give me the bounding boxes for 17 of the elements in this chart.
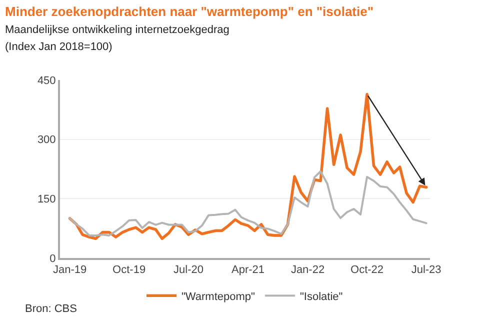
x-tick-label: Apr-21 — [232, 264, 265, 276]
y-tick-label: 300 — [37, 134, 56, 146]
chart-title: Minder zoekenopdrachten naar "warmtepomp" en "isolatie" — [5, 4, 374, 20]
text: Bron: CBS — [25, 303, 77, 315]
x-tick-label: Oct-22 — [350, 264, 384, 276]
y-tick-label: 0 — [50, 252, 56, 265]
x-tick-label: Oct-19 — [112, 264, 146, 276]
y-tick-label: 150 — [37, 194, 56, 206]
legend-label: "Isolatie" — [300, 290, 343, 303]
x-tick-label: Jul-23 — [411, 264, 442, 276]
line-series — [68, 170, 428, 236]
y-tick-label: 450 — [37, 74, 56, 87]
legend-label: "Warmtepomp" — [182, 290, 256, 303]
chart-subtitle: Maandelijkse ontwikkeling internetzoekgedrag (Index Jan 2018=100) — [5, 24, 230, 53]
x-tick-label: Jan-22 — [290, 264, 325, 276]
x-tick-label: Jul-20 — [174, 264, 204, 276]
x-tick-label: Jan-19 — [52, 264, 87, 276]
